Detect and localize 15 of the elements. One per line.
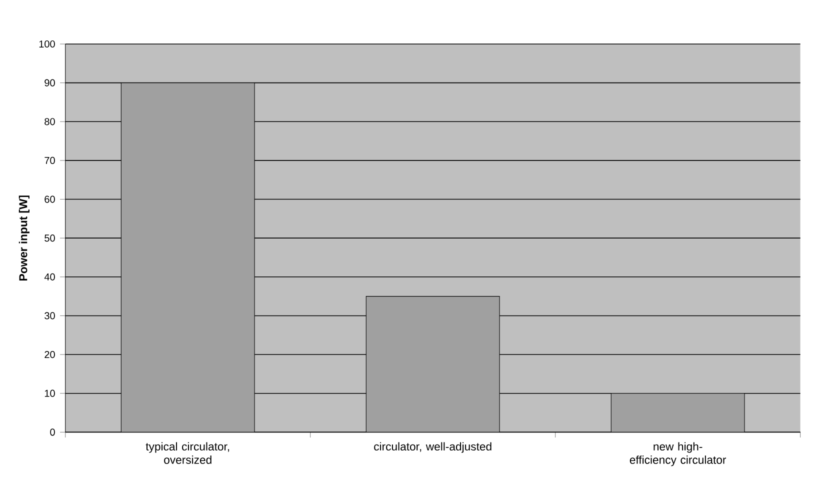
x-tick-label: typical circulator, oversized	[146, 442, 230, 464]
y-tick-label: 0	[50, 428, 55, 436]
x-tick-label: circulator, well-adjusted	[374, 442, 492, 453]
y-axis-title: Power input [W]	[18, 196, 30, 281]
y-tick-label: 100	[39, 40, 55, 48]
y-tick-label: 30	[44, 312, 55, 320]
y-tick-label: 40	[44, 273, 55, 281]
y-tick-label: 20	[44, 351, 55, 358]
y-tick-label: 90	[44, 79, 55, 86]
x-tick-label: new high-efficiency circulator	[630, 442, 726, 466]
y-tick-label: 80	[44, 118, 55, 126]
y-tick-label: 60	[44, 196, 55, 203]
y-tick-label: 70	[44, 156, 55, 164]
y-tick-label: 50	[44, 234, 55, 242]
y-tick-label: 10	[44, 390, 55, 397]
